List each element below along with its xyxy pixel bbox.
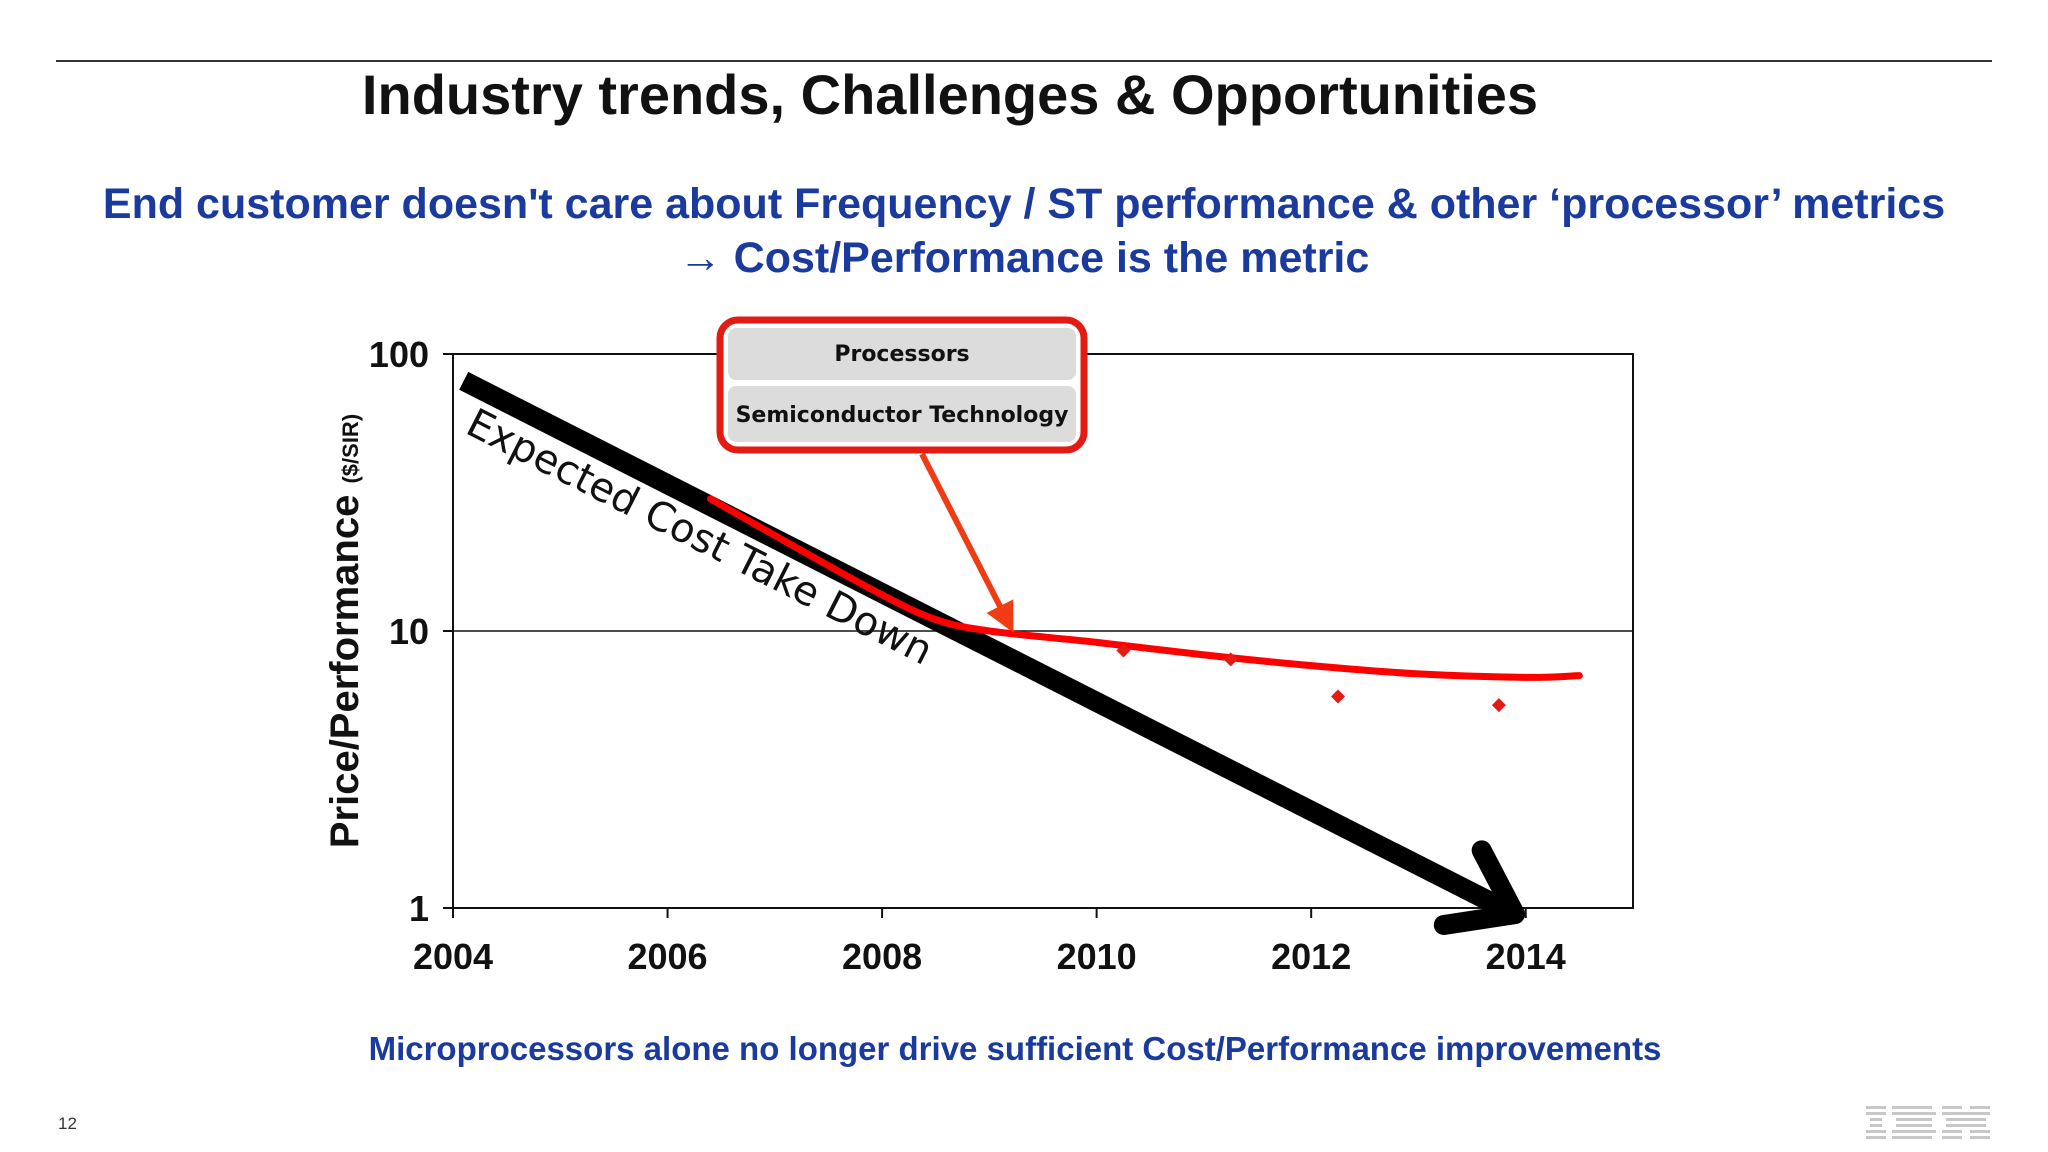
page-number: 12 xyxy=(58,1114,77,1133)
chart-legend: Processors Semiconductor Technology xyxy=(716,316,1088,454)
y-tick-label: 100 xyxy=(369,334,429,375)
legend-entry-semiconductor-bg xyxy=(728,386,1076,442)
legend-entry-processors: Processors xyxy=(834,342,969,367)
y-tick-label: 10 xyxy=(389,611,429,652)
data-point-marker xyxy=(1116,643,1131,658)
data-point-marker xyxy=(1491,698,1506,713)
x-tick-label: 2010 xyxy=(1057,936,1137,977)
y-tick-label: 1 xyxy=(409,888,429,929)
x-tick-label: 2012 xyxy=(1271,936,1351,977)
subtitle-line-1: End customer doesn't care about Frequenc… xyxy=(102,180,1946,228)
x-tick-label: 2014 xyxy=(1486,936,1566,977)
ibm-logo xyxy=(1866,1106,1990,1139)
legend-entry-semiconductor-technology: Semiconductor Technology xyxy=(736,403,1069,428)
expected-cost-arrow-head xyxy=(1433,840,1525,935)
slide-title: Industry trends, Challenges & Opportunit… xyxy=(361,63,1539,126)
legend-entry-processors-bg xyxy=(728,328,1076,380)
x-tick-label: 2004 xyxy=(413,936,493,977)
top-rule xyxy=(56,60,1992,62)
data-point-marker xyxy=(1331,689,1345,704)
x-tick-label: 2008 xyxy=(842,936,922,977)
data-point-marker xyxy=(1223,652,1238,667)
x-tick-label: 2006 xyxy=(627,936,707,977)
legend-callout-arrow xyxy=(919,452,1014,633)
expected-cost-arrow-shaft xyxy=(459,371,1506,917)
processor-trend-curve xyxy=(706,495,1583,681)
subtitle-line-2: → Cost/Performance is the metric xyxy=(678,234,1370,282)
y-axis-label: Price/Performance ($/SIR) xyxy=(323,414,367,848)
footer-caption: Microprocessors alone no longer drive su… xyxy=(368,1030,1662,1067)
